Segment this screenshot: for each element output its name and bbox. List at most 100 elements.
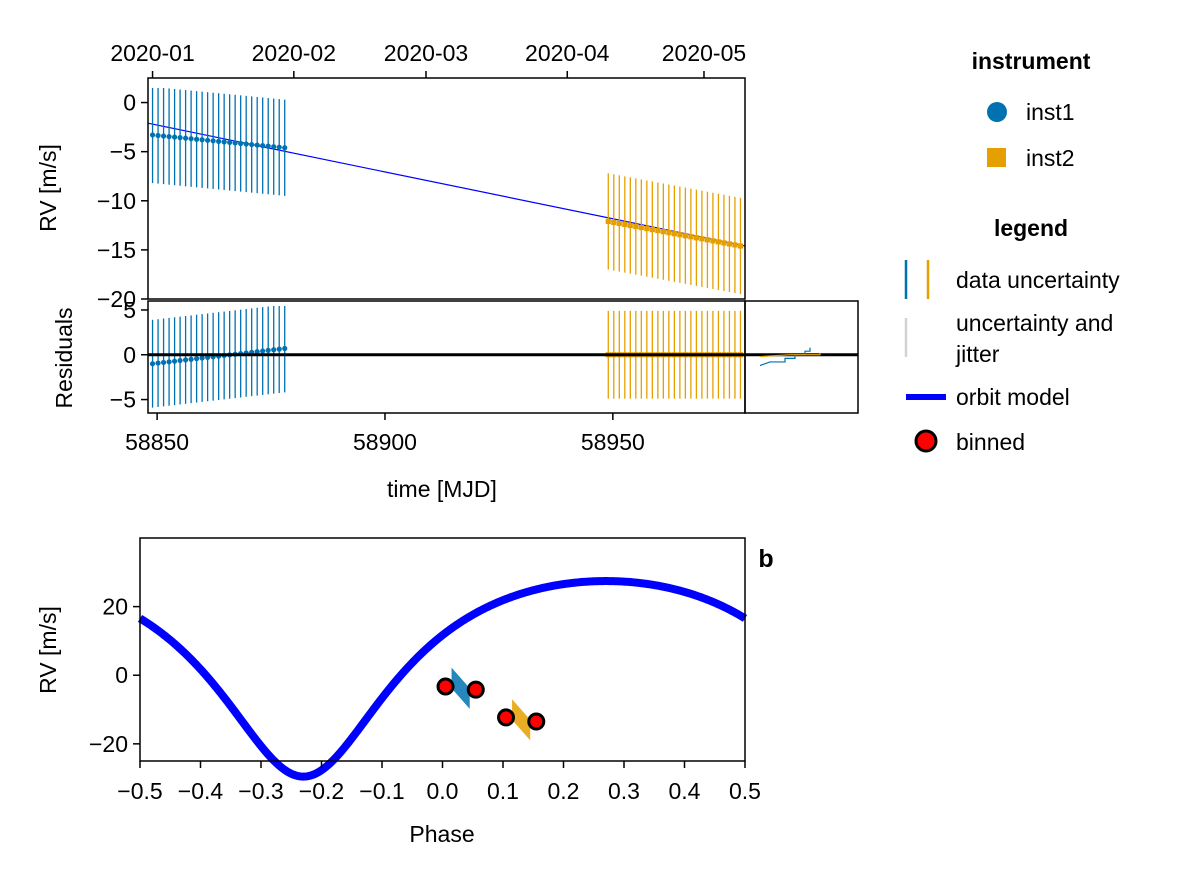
rv-y-axis-label: RV [m/s] (35, 144, 61, 232)
rv-inst1-point (221, 139, 227, 145)
rv-inst2-point (737, 243, 744, 249)
rv-inst2-point (699, 236, 705, 242)
legend-inst1-label: inst1 (1026, 99, 1075, 125)
residual-inst1-point (194, 356, 200, 362)
residual-inst1-point (254, 349, 260, 355)
rv-inst1-point (249, 141, 255, 148)
phase-x-axis-label: Phase (409, 821, 474, 847)
rv-inst1-point (166, 133, 172, 140)
residual-x-tick-label: 58900 (353, 429, 417, 455)
legend-data-uncertainty-label: data uncertainty (956, 267, 1120, 293)
residual-inst1-point (260, 348, 266, 354)
residuals-histogram-frame (744, 300, 859, 414)
rv-time-panel: 0−5−10−15−20 2020-01 2020-02 2020-03 2020-0… (35, 40, 746, 312)
histogram-inst2-steps (759, 352, 821, 358)
rv-inst1-point (216, 138, 222, 144)
residual-y-tick-label: 0 (123, 342, 136, 368)
phase-y-ticks: 20 0 −20 (89, 594, 140, 757)
rv-inst1-point (254, 142, 260, 148)
phase-plot-frame (139, 537, 746, 762)
rv-inst1-point (182, 135, 189, 141)
rv-top-tick-label: 2020-01 (110, 40, 194, 66)
rv-inst2-point (688, 234, 694, 240)
rv-inst2-point (682, 233, 688, 239)
phase-orbit-model-curve (137, 577, 748, 781)
rv-top-tick-label: 2020-02 (252, 40, 336, 66)
rv-y-tick-label: −10 (97, 188, 136, 214)
residual-inst1-point (265, 347, 271, 353)
rv-inst1-point (149, 132, 156, 138)
rv-inst1-point (199, 137, 205, 143)
phase-x-tick-label: −0.3 (238, 778, 283, 804)
rv-top-tick-label: 2020-04 (525, 40, 610, 66)
legend-orbit-model-label: orbit model (956, 384, 1070, 410)
rv-inst2-point (704, 237, 711, 243)
rv-top-date-ticks: 2020-01 2020-02 2020-03 2020-04 2020-05 (110, 40, 746, 78)
rv-top-tick-label: 2020-03 (384, 40, 468, 66)
time-x-axis-label: time [MJD] (387, 476, 497, 502)
rv-inst2-point (666, 230, 672, 236)
rv-y-tick-label: 0 (123, 90, 136, 116)
residual-inst1-point (166, 359, 172, 365)
phase-x-ticks: −0.5 −0.4 −0.3 −0.2 −0.1 0.0 0.1 0.2 0.3 0.4 0.5 (117, 761, 761, 804)
binned-point (466, 680, 485, 699)
rv-inst1-point (227, 139, 233, 146)
rv-inst1-point (271, 144, 277, 150)
phase-x-tick-label: −0.4 (178, 778, 224, 804)
rv-inst1-point (276, 144, 282, 150)
residual-inst1-point (182, 357, 189, 363)
legend-instrument-title: instrument (972, 48, 1091, 74)
rv-inst2-point (605, 218, 611, 225)
rv-inst1-point (205, 137, 211, 143)
rv-inst1-point (210, 138, 216, 144)
phase-x-tick-label: 0.5 (729, 778, 761, 804)
phase-inst1-data-band (451, 667, 470, 709)
binned-point (436, 677, 455, 696)
rv-inst1-point (155, 132, 161, 139)
residual-inst1-point (177, 357, 183, 364)
rv-y-tick-label: −15 (97, 237, 136, 263)
phase-inst2-data-band (512, 699, 531, 741)
binned-point (497, 708, 516, 727)
inst2-square-icon (987, 148, 1006, 167)
rv-inst2-point (638, 224, 644, 231)
rv-inst2-point (693, 235, 699, 241)
rv-inst2-point (644, 225, 650, 232)
rv-inst2-point (732, 242, 738, 248)
rv-inst2-point (649, 226, 655, 233)
rv-y-ticks: 0 −5 −10 −15 −20 (97, 90, 148, 312)
residual-x-tick-label: 58950 (581, 429, 645, 455)
rv-inst1-point (194, 136, 200, 142)
residuals-plot-area (148, 306, 745, 408)
rv-inst1-point (265, 143, 271, 149)
residual-inst1-point (171, 358, 178, 364)
residual-y-tick-label: 5 (123, 297, 136, 323)
panel-label-b: b (758, 545, 773, 573)
residual-y-tick-label: −5 (110, 387, 136, 413)
phase-x-tick-label: 0.4 (669, 778, 701, 804)
legend-jitter-label-line2: jitter (955, 341, 1000, 367)
rv-inst2-point (633, 223, 639, 230)
legend-binned-label: binned (956, 429, 1025, 455)
phase-x-tick-label: 0.2 (548, 778, 580, 804)
rv-inst1-point (188, 136, 194, 142)
rv-inst2-point (715, 239, 722, 245)
residual-inst1-point (271, 347, 277, 353)
rv-inst2-point (627, 222, 633, 229)
rv-inst1-point (232, 140, 238, 146)
rv-inst2-point (616, 220, 622, 227)
residual-inst1-point (160, 359, 167, 366)
legend-inst2-label: inst2 (1026, 145, 1075, 171)
inst1-circle-icon (987, 102, 1007, 122)
legend-jitter-label-line1: uncertainty and (956, 310, 1113, 336)
rv-inst2-point (622, 221, 628, 228)
residuals-y-axis-label: Residuals (51, 308, 77, 409)
rv-y-tick-label: −5 (110, 139, 136, 165)
rv-plot-frame (147, 77, 746, 300)
phase-y-axis-label: RV [m/s] (35, 606, 61, 694)
rv-inst1-point (282, 145, 288, 151)
rv-inst2-point (677, 232, 683, 238)
rv-inst2-point (611, 219, 617, 226)
rv-top-tick-label: 2020-05 (662, 40, 746, 66)
